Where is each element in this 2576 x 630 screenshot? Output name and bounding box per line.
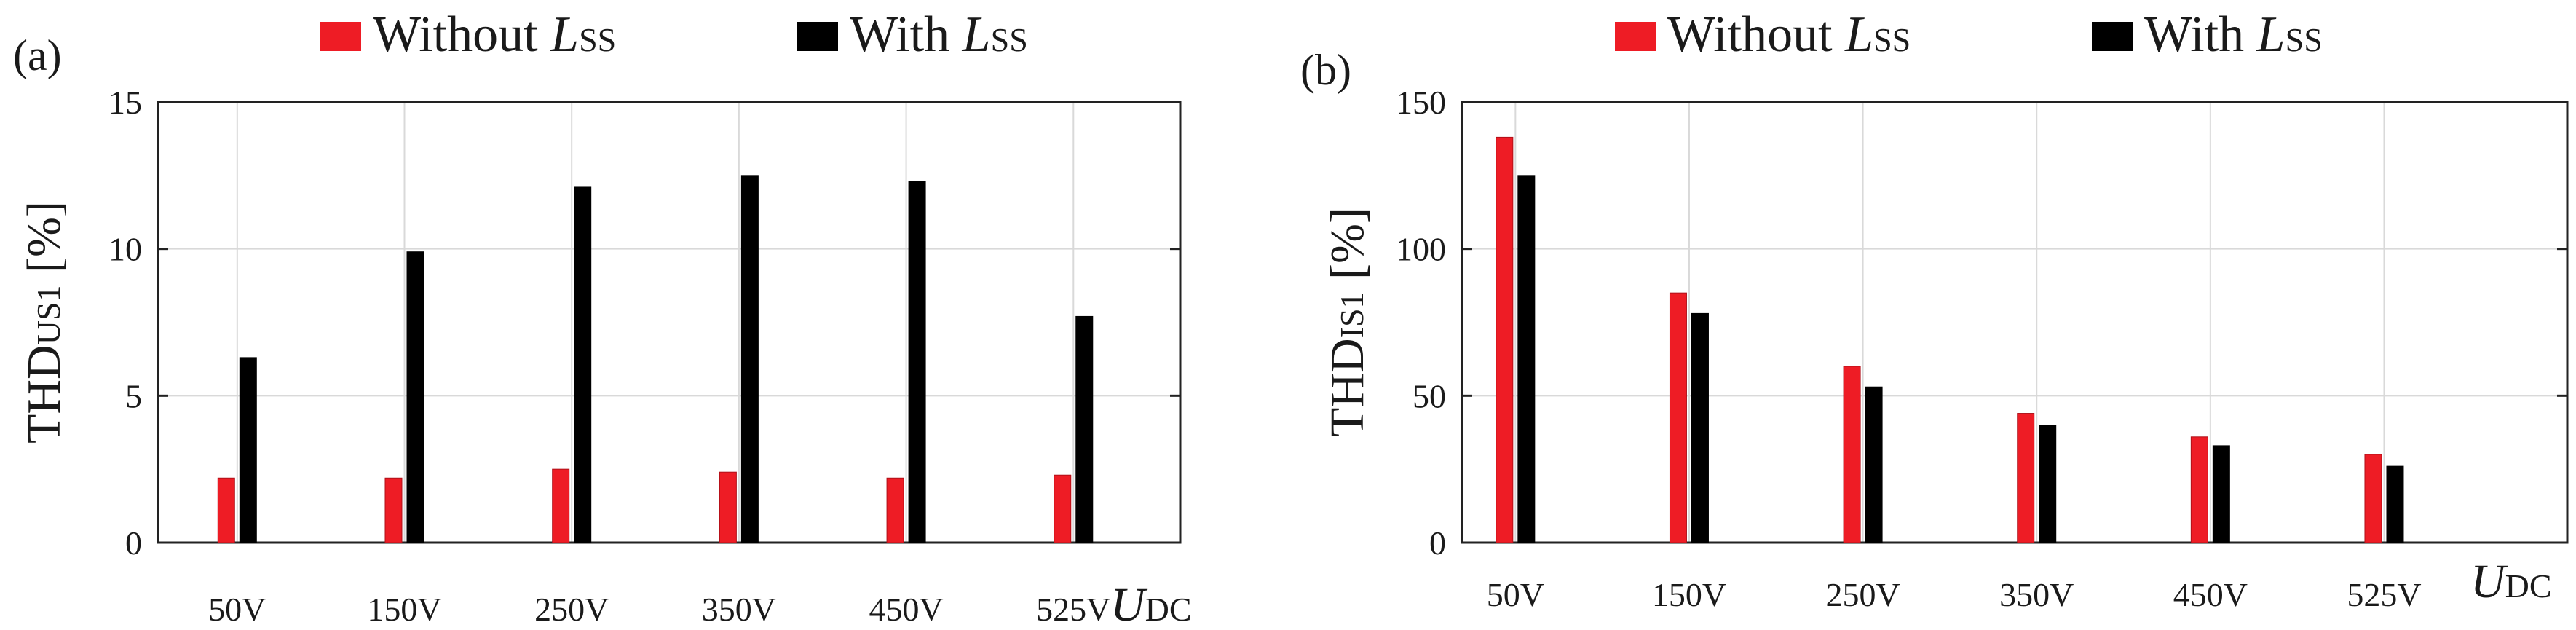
bar-without-lss-50V bbox=[1496, 136, 1514, 543]
bar-without-lss-150V bbox=[384, 477, 403, 543]
legend-label-without-lss: Without LSS bbox=[1667, 7, 1911, 63]
y-axis-label: THDUS1 [%] bbox=[17, 201, 71, 444]
y-tick-label: 150 bbox=[1396, 84, 1446, 121]
bar-without-lss-450V bbox=[2190, 436, 2208, 543]
x-tick-label: 525V bbox=[1036, 591, 1110, 628]
legend: Without LSS With LSS bbox=[1615, 7, 2323, 63]
x-axis-label: UDC bbox=[2470, 555, 2552, 608]
x-tick-label: 150V bbox=[1652, 576, 1726, 613]
bar-with-lss-450V bbox=[908, 181, 926, 543]
legend-swatch-without-lss bbox=[320, 22, 361, 51]
bar-without-lss-450V bbox=[886, 477, 904, 543]
bar-with-lss-525V bbox=[1075, 315, 1094, 543]
y-tick-label: 0 bbox=[125, 524, 142, 562]
bar-with-lss-150V bbox=[1691, 312, 1709, 543]
plot-area-frame bbox=[157, 101, 1182, 544]
y-tick-label: 10 bbox=[108, 231, 142, 268]
bar-without-lss-250V bbox=[552, 468, 570, 543]
legend-swatch-with-lss bbox=[2092, 22, 2133, 51]
bar-with-lss-350V bbox=[740, 175, 759, 543]
bar-with-lss-250V bbox=[1865, 386, 1883, 543]
chart-panel-0: 0 5 10 15 50V 150V 250V 350V 450V 525V THDUS1 [%] U… bbox=[13, 7, 1192, 630]
y-tick-label: 15 bbox=[108, 84, 142, 121]
bar-with-lss-150V bbox=[406, 251, 424, 543]
bar-with-lss-250V bbox=[574, 186, 592, 543]
y-axis-label: THDIS1 [%] bbox=[1321, 208, 1374, 437]
legend-label-with-lss: With LSS bbox=[850, 7, 1028, 63]
legend-label-without-lss: Without LSS bbox=[373, 7, 616, 63]
bar-with-lss-350V bbox=[2039, 425, 2057, 543]
legend: Without LSS With LSS bbox=[320, 7, 1028, 63]
panel-label: (a) bbox=[13, 31, 62, 79]
x-axis-label: UDC bbox=[1110, 578, 1192, 630]
x-tick-label: 250V bbox=[534, 591, 609, 628]
chart-panel-1: 0 50 100 150 50V 150V 250V 350V 450V 525V THDIS1 [… bbox=[1300, 7, 2569, 613]
panel-label: (b) bbox=[1300, 46, 1351, 94]
legend-swatch-without-lss bbox=[1615, 22, 1656, 51]
x-tick-label: 50V bbox=[1487, 576, 1544, 613]
bar-without-lss-50V bbox=[217, 477, 235, 543]
bar-without-lss-350V bbox=[2017, 413, 2035, 543]
x-tick-label: 150V bbox=[367, 591, 441, 628]
x-tick-label: 525V bbox=[2347, 576, 2421, 613]
bar-with-lss-50V bbox=[1517, 175, 1536, 543]
bar-with-lss-450V bbox=[2212, 445, 2230, 543]
plot-area-frame bbox=[1461, 101, 2569, 544]
legend-swatch-with-lss bbox=[797, 22, 838, 51]
bar-with-lss-50V bbox=[239, 357, 257, 543]
bar-without-lss-350V bbox=[719, 471, 737, 543]
x-tick-label: 450V bbox=[869, 591, 943, 628]
y-tick-label: 5 bbox=[125, 377, 142, 414]
x-tick-label: 350V bbox=[702, 591, 776, 628]
x-tick-label: 50V bbox=[208, 591, 266, 628]
bar-without-lss-250V bbox=[1843, 366, 1861, 543]
bar-without-lss-150V bbox=[1669, 292, 1687, 543]
bar-without-lss-525V bbox=[2364, 454, 2382, 543]
y-tick-label: 50 bbox=[1413, 377, 1446, 414]
x-tick-label: 450V bbox=[2173, 576, 2248, 613]
y-tick-label: 100 bbox=[1396, 231, 1446, 268]
x-tick-label: 250V bbox=[1825, 576, 1900, 613]
legend-label-with-lss: With LSS bbox=[2144, 7, 2323, 63]
x-tick-label: 350V bbox=[1999, 576, 2074, 613]
y-tick-label: 0 bbox=[1429, 524, 1446, 562]
bar-with-lss-525V bbox=[2386, 465, 2404, 543]
bar-without-lss-525V bbox=[1054, 474, 1072, 543]
